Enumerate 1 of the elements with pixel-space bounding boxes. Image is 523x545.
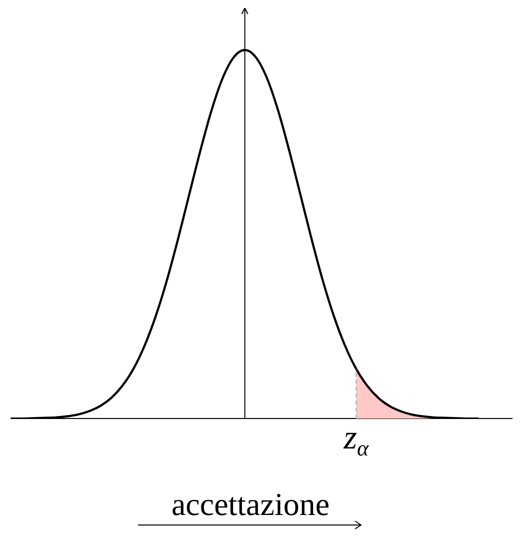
text: accettazione (170, 486, 331, 522)
